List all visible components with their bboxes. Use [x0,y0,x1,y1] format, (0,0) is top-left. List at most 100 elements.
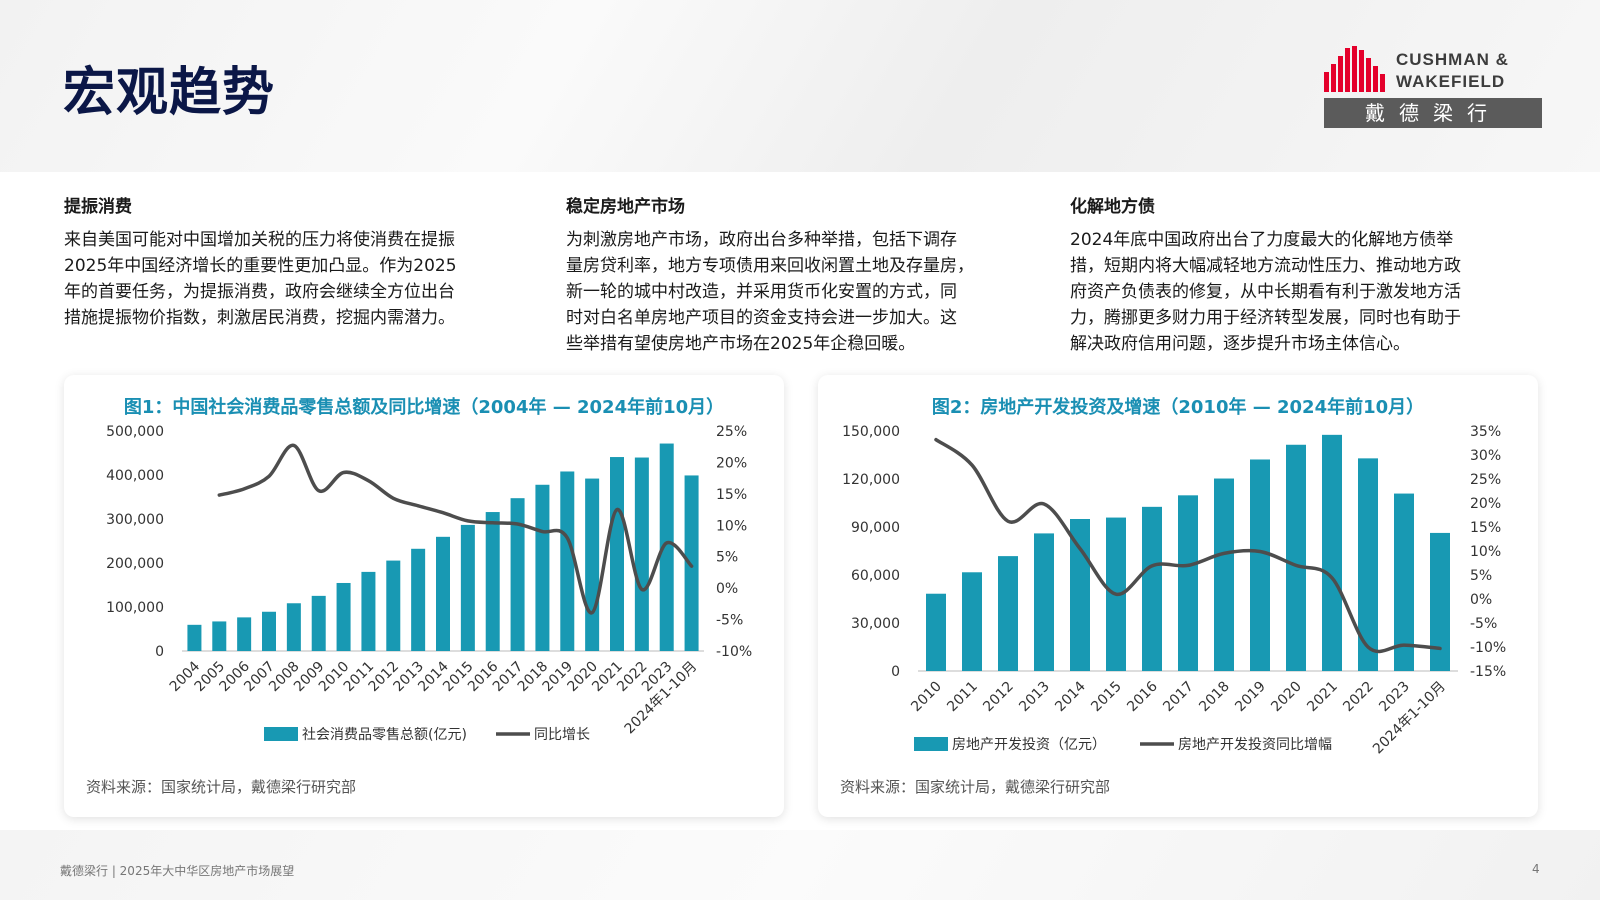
bar [998,556,1018,671]
bar [262,611,276,651]
x-tick-label: 2012 [980,679,1017,716]
bar [962,572,982,671]
x-tick-label: 2021 [1304,679,1341,716]
chart-source: 资料来源：国家统计局，戴德梁行研究部 [840,778,1111,796]
y-right-tick-label: 15% [1470,520,1501,536]
y-right-tick-label: 25% [716,424,747,440]
column-heading: 稳定房地产市场 [566,197,685,217]
body-line: 为刺激房地产市场，政府出台多种举措，包括下调存 [566,230,957,250]
bar [1142,506,1162,671]
column-consumption: 提振消费 来自美国可能对中国增加关税的压力将使消费在提振 2025年中国经济增长… [64,192,534,331]
y-right-tick-label: 5% [716,550,738,566]
y-right-tick-label: 0% [1470,592,1492,608]
legend-label: 房地产开发投资同比增幅 [1178,737,1332,753]
y-right-tick-label: -5% [716,613,743,629]
y-left-tick-label: 300,000 [106,512,164,528]
bar [336,582,351,651]
bar [1430,532,1450,671]
page-number: 4 [1532,862,1540,876]
x-tick-label: 2017 [1160,679,1197,716]
body-line: 府资产负债表的修复，从中长期看有利于激发地方活 [1070,282,1461,302]
body-line: 量房贷利率，地方专项债用来回收闲置土地及存量房， [566,256,974,276]
y-left-tick-label: 0 [155,644,164,660]
page-title: 宏观趋势 [63,63,276,123]
y-right-tick-label: -5% [1470,616,1497,632]
bar [1034,533,1054,671]
y-left-tick-label: 500,000 [106,424,164,440]
y-right-tick-label: 25% [1470,472,1501,488]
y-right-tick-label: -10% [716,644,752,660]
y-left-tick-label: 400,000 [106,468,164,484]
body-line: 措施提振物价指数，刺激居民消费，挖掘内需潜力。 [64,308,455,328]
bar [510,498,525,651]
bar [485,512,500,651]
body-line: 来自美国可能对中国增加关税的压力将使消费在提振 [64,230,455,250]
bar [212,621,227,651]
body-line: 新一轮的城中村改造，并采用货币化安置的方式，同 [566,282,957,302]
bar [610,457,624,651]
logo-line-1: CUSHMAN & [1396,50,1509,69]
bar [1250,459,1270,671]
bar [634,457,649,651]
footer-background [0,830,1600,900]
bar [1178,495,1198,671]
bar [311,595,326,651]
y-left-tick-label: 120,000 [842,472,900,488]
bar [1358,458,1378,671]
body-line: 力，腾挪更多财力用于经济转型发展，同时也有助于 [1070,308,1461,328]
column-real-estate: 稳定房地产市场 为刺激房地产市场，政府出台多种举措，包括下调存 量房贷利率，地方… [566,192,1036,357]
y-right-tick-label: -15% [1470,664,1506,680]
logo-chinese: 戴德梁行 [1324,98,1542,128]
bar [659,443,674,651]
y-left-tick-label: 30,000 [851,616,900,632]
bar [1322,434,1342,671]
y-right-tick-label: 35% [1470,424,1501,440]
x-tick-label: 2014 [1052,678,1089,715]
legend-label: 同比增长 [534,727,590,743]
column-body: 来自美国可能对中国增加关税的压力将使消费在提振 2025年中国经济增长的重要性更… [64,227,534,331]
body-line: 解决政府信用问题，逐步提升市场主体信心。 [1070,334,1410,354]
y-left-tick-label: 90,000 [851,520,900,536]
x-tick-label: 2010 [908,679,945,716]
bar [684,475,699,651]
y-left-tick-label: 200,000 [106,556,164,572]
body-line: 些举措有望使房地产市场在2025年企稳回暖。 [566,334,916,354]
chart-card-retail: 图1：中国社会消费品零售总额及同比增速（2004年 — 2024年前10月） 0… [64,375,784,817]
legend-label: 社会消费品零售总额(亿元) [302,727,467,743]
x-tick-label: 2019 [1232,679,1269,716]
bar [187,624,202,651]
y-right-tick-label: 10% [716,518,747,534]
x-tick-label: 2015 [1088,679,1125,716]
x-tick-label: 2013 [1016,679,1053,716]
y-left-tick-label: 0 [891,664,900,680]
y-right-tick-label: 10% [1470,544,1501,560]
bar [560,471,575,651]
bar [1394,493,1414,671]
y-right-tick-label: -10% [1470,640,1506,656]
x-tick-label: 2018 [1196,679,1233,716]
body-line: 2024年底中国政府出台了力度最大的化解地方债举 [1070,230,1454,250]
retail-sales-chart: 0 100,000 200,000 300,000 400,000 500,000 -10%… [106,424,752,743]
y-right-tick-label: 20% [716,455,747,471]
logo-bars-icon [1324,46,1385,92]
column-body: 2024年底中国政府出台了力度最大的化解地方债举 措，短期内将大幅减轻地方流动性… [1070,227,1540,357]
bar [1286,444,1306,671]
chart-source: 资料来源：国家统计局，戴德梁行研究部 [86,778,357,796]
x-tick-label: 2016 [1124,678,1161,715]
bar [411,548,426,651]
y-left-tick-label: 150,000 [842,424,900,440]
footer-text: 戴德梁行 | 2025年大中华区房地产市场展望 [60,864,295,878]
property-investment-chart: 0 30,000 60,000 90,000 120,000 150,000 -15% -10… [842,424,1506,757]
chart-title: 图1：中国社会消费品零售总额及同比增速（2004年 — 2024年前10月） [123,397,725,418]
y-right-tick-label: 30% [1470,448,1501,464]
body-line: 措，短期内将大幅减轻地方流动性压力、推动地方政 [1070,256,1461,276]
bar [585,478,600,651]
x-tick-label: 2011 [944,679,981,716]
y-right-tick-label: 15% [716,487,747,503]
bar [237,617,252,651]
column-body: 为刺激房地产市场，政府出台多种举措，包括下调存 量房贷利率，地方专项债用来回收闲… [566,227,1036,357]
legend-label: 房地产开发投资（亿元） [952,737,1106,753]
chart-title: 图2：房地产开发投资及增速（2010年 — 2024年前10月） [931,397,1425,418]
bar [286,603,301,651]
bar [361,571,376,651]
